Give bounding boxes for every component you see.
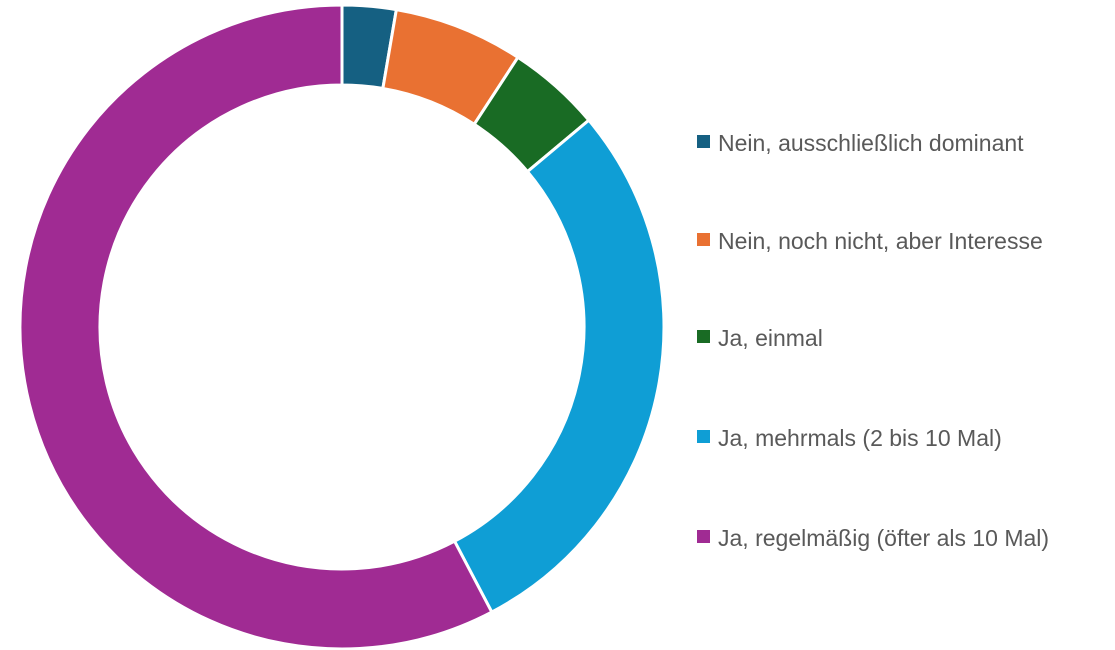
- legend: Nein, ausschließlich dominant Nein, noch …: [697, 0, 1107, 650]
- legend-swatch: [697, 330, 710, 343]
- legend-item: Ja, regelmäßig (öfter als 10 Mal): [697, 520, 1096, 556]
- legend-label: Ja, regelmäßig (öfter als 10 Mal): [718, 525, 1050, 551]
- legend-item: Ja, einmal: [697, 320, 1096, 356]
- legend-swatch: [697, 233, 710, 246]
- legend-label: Nein, ausschließlich dominant: [718, 130, 1024, 156]
- legend-item: Nein, noch nicht, aber Interesse: [697, 223, 1096, 259]
- legend-swatch: [697, 135, 710, 148]
- legend-label: Ja, einmal: [718, 325, 823, 351]
- legend-swatch: [697, 430, 710, 443]
- donut-slice: [452, 118, 666, 615]
- legend-label: Ja, mehrmals (2 bis 10 Mal): [718, 425, 1002, 451]
- legend-item: Ja, mehrmals (2 bis 10 Mal): [697, 420, 1096, 456]
- donut-slice: [18, 3, 494, 650]
- legend-swatch: [697, 530, 710, 543]
- chart: [18, 3, 666, 650]
- legend-item: Nein, ausschließlich dominant: [697, 125, 1096, 161]
- legend-label: Nein, noch nicht, aber Interesse: [718, 228, 1043, 254]
